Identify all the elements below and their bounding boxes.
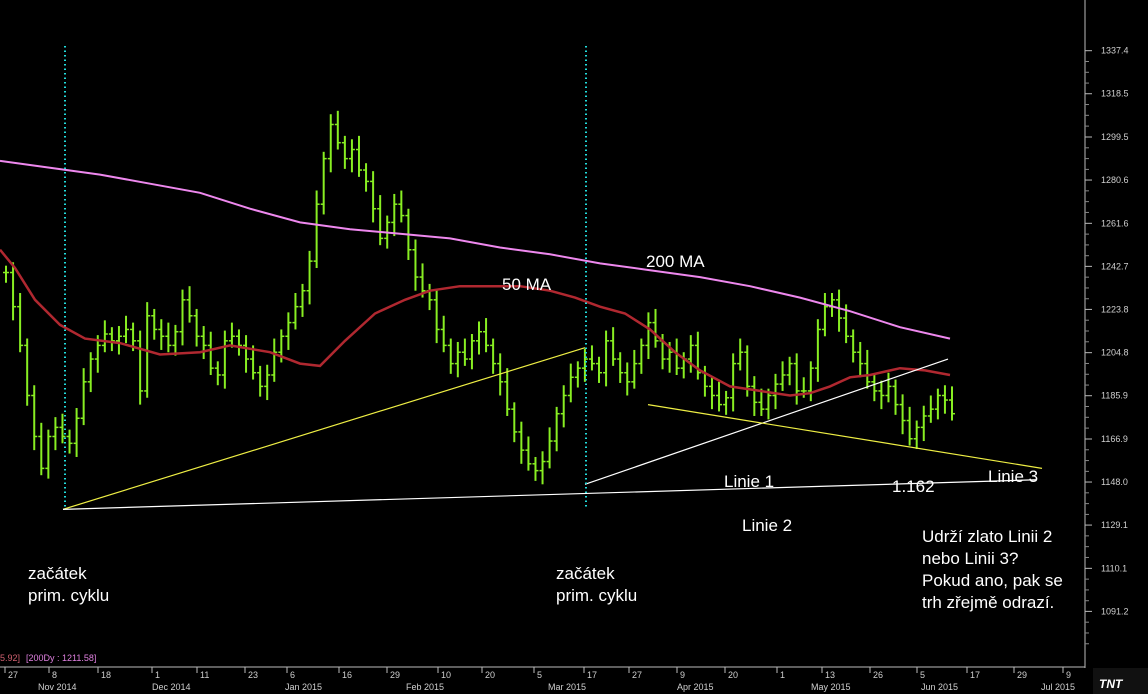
x-month-label: Apr 2015 (677, 682, 714, 692)
trend-line-linie-2 (62, 479, 1038, 510)
x-tick-label: 17 (587, 670, 597, 680)
x-tick-label: 27 (8, 670, 18, 680)
question-line-3: Pokud ano, pak se (922, 571, 1063, 590)
logo-background (1093, 668, 1148, 694)
y-tick-label: 1242.7 (1101, 261, 1129, 271)
label-50ma: 50 MA (502, 275, 552, 294)
x-month-label: Nov 2014 (38, 682, 77, 692)
y-tick-label: 1091.2 (1101, 606, 1129, 616)
y-tick-label: 1299.5 (1101, 132, 1129, 142)
x-month-label: Feb 2015 (406, 682, 444, 692)
x-tick-label: 1 (155, 670, 160, 680)
label-cycle-start-1-line1: začátek (28, 564, 87, 583)
ma50-line (0, 248, 951, 397)
question-line-1: Udrží zlato Linii 2 (922, 527, 1052, 546)
label-linie-2: Linie 2 (742, 516, 792, 535)
x-tick-label: 18 (101, 670, 111, 680)
x-tick-label: 20 (485, 670, 495, 680)
trend-lines (62, 347, 1043, 510)
x-tick-label: 26 (873, 670, 883, 680)
x-tick-label: 23 (248, 670, 258, 680)
x-tick-label: 11 (200, 670, 209, 680)
moving-averages (0, 159, 951, 397)
y-tick-label: 1148.0 (1101, 477, 1128, 487)
x-tick-label: 1 (780, 670, 785, 680)
label-cycle-start-2-line2: prim. cyklu (556, 586, 637, 605)
label-linie-1: Linie 1 (724, 472, 774, 491)
x-tick-label: 10 (441, 670, 451, 680)
y-tick-label: 1110.1 (1101, 563, 1127, 573)
y-tick-label: 1223.8 (1101, 304, 1129, 314)
price-bars (3, 110, 955, 485)
logo-text: TNT (1099, 677, 1124, 691)
y-tick-label: 1166.9 (1101, 434, 1128, 444)
x-month-label: Jan 2015 (285, 682, 322, 692)
x-tick-label: 13 (825, 670, 835, 680)
question-line-2: nebo Linii 3? (922, 549, 1018, 568)
y-tick-label: 1318.5 (1101, 89, 1129, 99)
x-tick-label: 5 (920, 670, 925, 680)
x-tick-label: 9 (680, 670, 685, 680)
y-tick-label: 1204.8 (1101, 348, 1129, 358)
x-tick-label: 27 (632, 670, 642, 680)
tnt-logo: TNT (1093, 668, 1148, 694)
x-tick-label: 29 (390, 670, 400, 680)
x-tick-label: 17 (970, 670, 980, 680)
status-200ma: [200Dy : 1211.58] (26, 653, 96, 663)
y-tick-label: 1261.6 (1101, 218, 1129, 228)
ma200-line (0, 159, 951, 340)
trend-line-uptrend-1 (62, 347, 586, 510)
y-axis: 1337.4 1318.5 1299.5 1280.6 1261.6 1242.7 1223… (1085, 46, 1129, 645)
x-month-label: Jun 2015 (921, 682, 958, 692)
label-linie-3: Linie 3 (988, 467, 1038, 486)
label-price-low: 1.162 (892, 477, 935, 496)
x-month-label: Jul 2015 (1041, 682, 1075, 692)
y-tick-label: 1337.4 (1101, 46, 1129, 56)
x-tick-label: 9 (1066, 670, 1071, 680)
label-200ma: 200 MA (646, 252, 705, 271)
status-left: 5.92] (0, 653, 20, 663)
label-cycle-start-1-line2: prim. cyklu (28, 586, 109, 605)
y-tick-label: 1185.9 (1101, 391, 1128, 401)
trend-line-linie-1 (584, 358, 949, 485)
question-line-4: trh zřejmě odrazí. (922, 593, 1054, 612)
x-tick-label: 8 (52, 670, 57, 680)
x-tick-label: 5 (537, 670, 542, 680)
y-tick-label: 1129.1 (1101, 520, 1128, 530)
y-tick-label: 1280.6 (1101, 175, 1129, 185)
x-tick-label: 29 (1017, 670, 1027, 680)
x-tick-label: 20 (728, 670, 738, 680)
label-cycle-start-2-line1: začátek (556, 564, 615, 583)
x-month-label: Dec 2014 (152, 682, 191, 692)
x-tick-label: 16 (342, 670, 352, 680)
x-axis: 27 8 18 1 11 23 6 16 29 10 20 5 17 27 9 20 1 13 26 5 17 29 9No… (4, 667, 1075, 692)
x-tick-label: 6 (290, 670, 295, 680)
x-month-label: May 2015 (811, 682, 851, 692)
cycle-markers (64, 46, 587, 510)
trend-line-linie-3 (647, 404, 1043, 469)
x-month-label: Mar 2015 (548, 682, 586, 692)
